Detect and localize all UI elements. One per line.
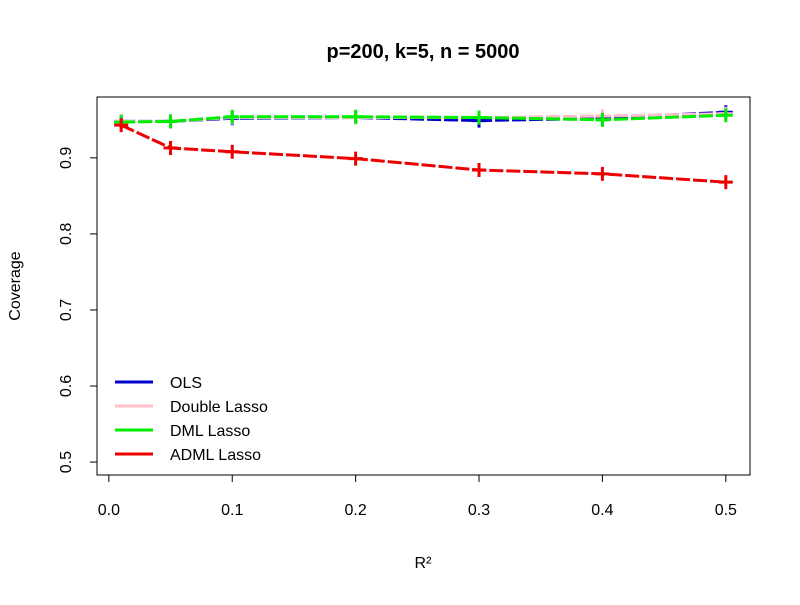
chart-title: p=200, k=5, n = 5000 xyxy=(327,41,520,63)
legend-label: ADML Lasso xyxy=(170,447,261,464)
y-tick-label: 0.7 xyxy=(58,299,75,321)
x-tick-label: 0.4 xyxy=(591,502,613,519)
x-tick-label: 0.3 xyxy=(468,502,490,519)
point-marker xyxy=(163,114,178,129)
y-tick-label: 0.5 xyxy=(58,451,75,473)
x-tick-label: 0.0 xyxy=(98,502,120,519)
point-marker xyxy=(348,109,363,124)
legend-label: DML Lasso xyxy=(170,423,250,440)
y-tick-label: 0.9 xyxy=(58,147,75,169)
point-marker xyxy=(114,118,129,133)
x-tick-label: 0.2 xyxy=(345,502,367,519)
point-marker xyxy=(225,109,240,124)
y-axis-label: Coverage xyxy=(7,251,24,320)
point-marker xyxy=(225,144,240,159)
point-marker xyxy=(718,175,733,190)
y-tick-label: 0.8 xyxy=(58,223,75,245)
point-marker xyxy=(163,140,178,155)
point-marker xyxy=(348,151,363,166)
y-tick-label: 0.6 xyxy=(58,375,75,397)
point-marker xyxy=(472,163,487,178)
point-marker xyxy=(595,166,610,181)
point-marker xyxy=(472,110,487,125)
point-marker xyxy=(718,108,733,123)
point-marker xyxy=(595,112,610,127)
plot-box xyxy=(96,96,751,476)
series-line xyxy=(120,123,726,184)
legend-label: OLS xyxy=(170,375,202,392)
x-axis-label: R² xyxy=(415,555,433,572)
legend-label: Double Lasso xyxy=(170,399,268,416)
x-tick-label: 0.5 xyxy=(715,502,737,519)
x-tick-label: 0.1 xyxy=(221,502,243,519)
